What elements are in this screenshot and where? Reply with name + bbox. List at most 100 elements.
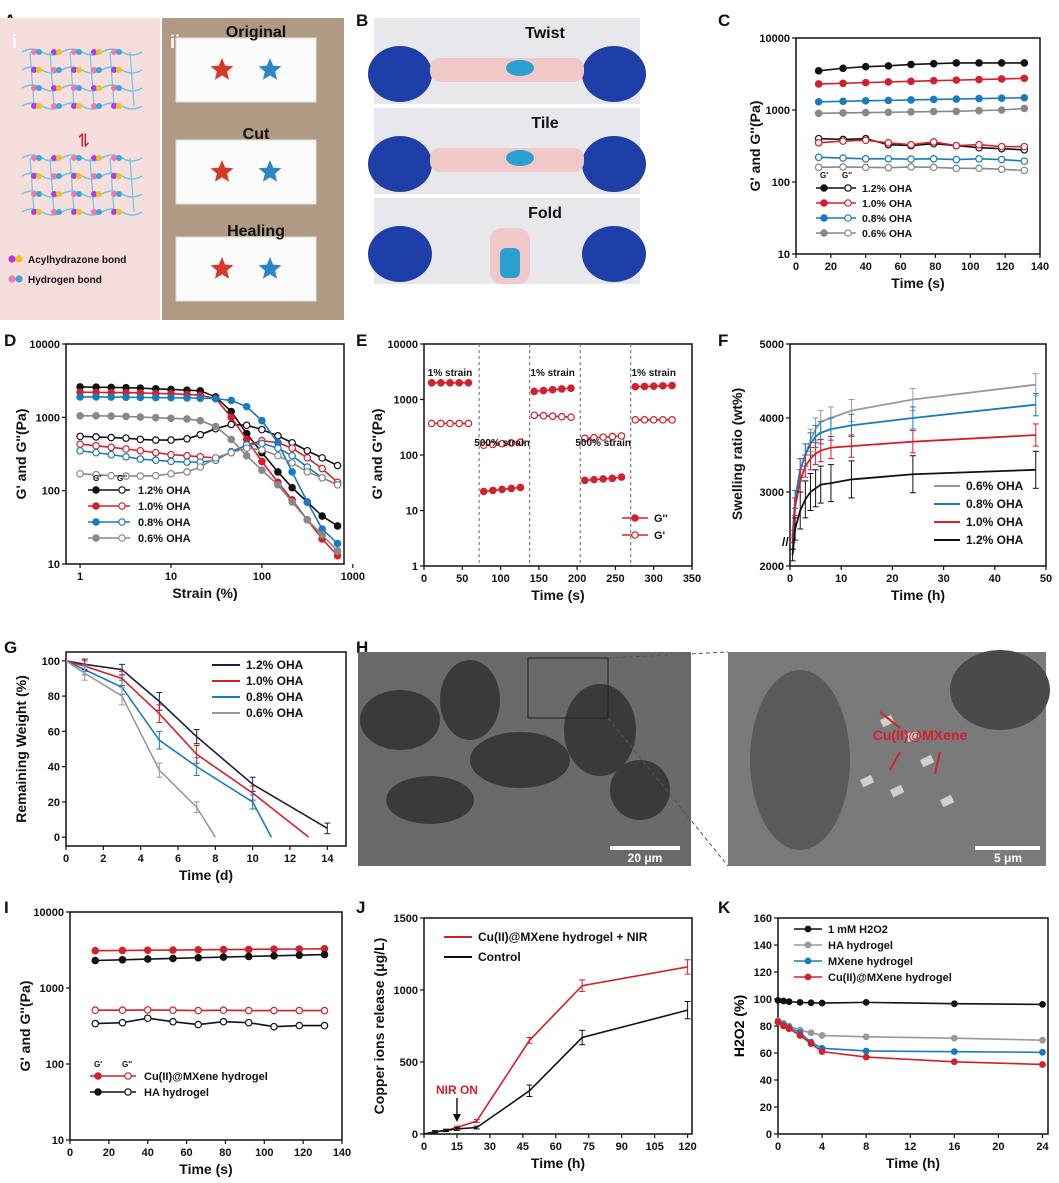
x-tick-label: 50 bbox=[456, 573, 468, 585]
data-point bbox=[136, 393, 145, 402]
bond-marker bbox=[110, 102, 117, 109]
data-point bbox=[997, 155, 1006, 164]
bond-marker bbox=[35, 84, 42, 91]
data-point bbox=[91, 1019, 100, 1028]
data-point bbox=[530, 411, 539, 420]
mxene-flake bbox=[890, 784, 905, 798]
x-axis-label: Time (h) bbox=[891, 587, 945, 603]
hydrogen-legend-icon bbox=[8, 275, 16, 283]
data-point bbox=[839, 163, 847, 171]
mxene-flake bbox=[919, 754, 935, 768]
bond-marker bbox=[115, 209, 122, 216]
x-tick-label: 60 bbox=[180, 1147, 192, 1159]
series-line bbox=[777, 999, 1043, 1006]
legend-text: MXene hydrogel bbox=[828, 956, 913, 968]
zoom-box bbox=[527, 657, 609, 719]
series-line bbox=[423, 966, 688, 1135]
plot-frame bbox=[777, 917, 1049, 1135]
data-point bbox=[183, 451, 191, 460]
pore bbox=[564, 684, 636, 776]
x-tick-label: 120 bbox=[996, 261, 1014, 273]
data-point bbox=[929, 107, 938, 116]
data-point bbox=[1020, 104, 1029, 113]
data-point bbox=[952, 76, 961, 84]
scale-label-right: 5 μm bbox=[994, 851, 1022, 865]
data-point bbox=[818, 1032, 826, 1039]
data-point bbox=[1020, 157, 1029, 165]
axis-break-label: 0 bbox=[778, 561, 784, 573]
data-point bbox=[92, 470, 100, 479]
panel-letter-i: I bbox=[4, 898, 9, 917]
data-point bbox=[194, 946, 203, 954]
bond-marker bbox=[110, 84, 117, 91]
bond-marker bbox=[75, 155, 82, 162]
data-point bbox=[288, 451, 296, 460]
legend-text: 0.8% OHA bbox=[862, 213, 913, 225]
x-tick-label: 120 bbox=[678, 1141, 696, 1153]
series-line bbox=[791, 383, 1036, 537]
data-point bbox=[303, 516, 312, 524]
data-point bbox=[143, 955, 152, 963]
data-point bbox=[975, 59, 983, 67]
x-tick-label: 50 bbox=[1040, 573, 1052, 585]
data-point bbox=[950, 1034, 958, 1042]
data-point bbox=[862, 998, 870, 1006]
red-star-original bbox=[210, 58, 234, 80]
data-point bbox=[861, 97, 870, 105]
series-line bbox=[777, 1019, 1043, 1041]
x-tick-label: 40 bbox=[142, 1147, 154, 1159]
subpanel-i-label: i bbox=[12, 32, 17, 52]
data-point bbox=[861, 136, 870, 145]
series-line bbox=[80, 423, 338, 467]
x-tick-label: 8 bbox=[863, 1141, 869, 1153]
bond-marker bbox=[95, 84, 102, 91]
data-point bbox=[143, 1006, 152, 1014]
data-point bbox=[780, 997, 787, 1005]
data-point bbox=[194, 1006, 203, 1015]
crosslink bbox=[49, 51, 55, 107]
panel-letter-k: K bbox=[718, 898, 731, 917]
data-point bbox=[169, 1017, 177, 1026]
x-axis-label: Time (s) bbox=[891, 275, 944, 291]
data-point bbox=[427, 419, 436, 428]
data-point bbox=[929, 59, 938, 68]
right-glove bbox=[582, 136, 646, 192]
data-point bbox=[861, 108, 870, 117]
y-tick-label: 20 bbox=[760, 1102, 772, 1114]
left-glove bbox=[368, 226, 432, 282]
y-tick-label: 100 bbox=[772, 177, 790, 189]
bond-marker bbox=[31, 209, 38, 216]
bond-marker bbox=[55, 191, 62, 198]
bond-marker bbox=[95, 102, 102, 109]
data-point bbox=[548, 385, 557, 394]
x-tick-label: 45 bbox=[517, 1141, 529, 1153]
x-tick-label: 14 bbox=[321, 853, 334, 865]
data-point bbox=[617, 432, 626, 440]
y-tick-label: 10000 bbox=[33, 907, 64, 919]
data-point bbox=[884, 139, 893, 147]
data-point bbox=[599, 433, 607, 441]
x-tick-label: 0 bbox=[775, 1141, 781, 1153]
data-point bbox=[303, 446, 312, 455]
bond-marker bbox=[55, 209, 62, 216]
data-point bbox=[295, 951, 304, 960]
bond-marker bbox=[75, 66, 82, 73]
bond-marker bbox=[70, 66, 77, 73]
bond-marker bbox=[55, 155, 62, 162]
data-point bbox=[288, 483, 296, 492]
bond-marker bbox=[110, 66, 117, 73]
bond-marker bbox=[110, 155, 117, 162]
legend-marker bbox=[844, 214, 852, 222]
data-point bbox=[242, 444, 251, 452]
data-point bbox=[219, 953, 228, 961]
annotation-cu-mxene: Cu(II)@MXene bbox=[873, 727, 968, 743]
legend-text: Cu(II)@MXene hydrogel + NIR bbox=[478, 930, 648, 944]
data-point bbox=[1020, 142, 1029, 151]
data-point bbox=[76, 440, 84, 449]
data-point bbox=[950, 1058, 958, 1066]
bond-marker bbox=[75, 191, 82, 198]
data-point bbox=[929, 95, 938, 104]
bond-marker bbox=[110, 209, 117, 216]
bond-marker bbox=[35, 191, 42, 198]
data-point bbox=[446, 419, 454, 428]
